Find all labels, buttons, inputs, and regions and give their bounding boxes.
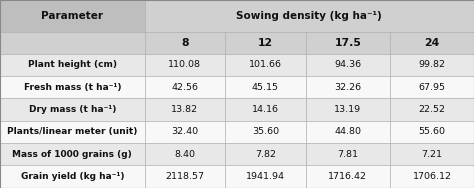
Bar (145, 98, 225, 121)
Text: 1706.12: 1706.12 (412, 172, 452, 181)
Bar (0, 98, 145, 121)
Text: 55.60: 55.60 (419, 127, 446, 136)
Bar (0, 0, 145, 32)
Bar (390, 98, 474, 121)
Bar (225, 32, 306, 54)
Bar (306, 76, 390, 98)
Text: 22.52: 22.52 (419, 105, 446, 114)
Bar (225, 121, 306, 143)
Text: Grain yield (kg ha⁻¹): Grain yield (kg ha⁻¹) (20, 172, 124, 181)
Text: 7.82: 7.82 (255, 150, 276, 159)
Bar (390, 165, 474, 188)
Bar (225, 54, 306, 76)
Text: Dry mass (t ha⁻¹): Dry mass (t ha⁻¹) (28, 105, 116, 114)
Bar (225, 76, 306, 98)
Text: Plants/linear meter (unit): Plants/linear meter (unit) (7, 127, 137, 136)
Bar (390, 143, 474, 165)
Text: 8.40: 8.40 (174, 150, 195, 159)
Bar (306, 143, 390, 165)
Bar (225, 143, 306, 165)
Bar (306, 165, 390, 188)
Text: 35.60: 35.60 (252, 127, 279, 136)
Text: 110.08: 110.08 (168, 60, 201, 69)
Text: 7.81: 7.81 (337, 150, 358, 159)
Text: 24: 24 (424, 38, 440, 48)
Text: 42.56: 42.56 (172, 83, 198, 92)
Text: Fresh mass (t ha⁻¹): Fresh mass (t ha⁻¹) (24, 83, 121, 92)
Bar (145, 54, 225, 76)
Text: 1941.94: 1941.94 (246, 172, 285, 181)
Text: 7.21: 7.21 (421, 150, 443, 159)
Bar (225, 98, 306, 121)
Bar (0, 76, 145, 98)
Text: 32.40: 32.40 (171, 127, 199, 136)
Bar (306, 98, 390, 121)
Text: 99.82: 99.82 (419, 60, 446, 69)
Text: 101.66: 101.66 (249, 60, 282, 69)
Bar (306, 121, 390, 143)
Text: 67.95: 67.95 (419, 83, 446, 92)
Bar (0, 165, 145, 188)
Bar (0, 121, 145, 143)
Bar (0, 143, 145, 165)
Text: Sowing density (kg ha⁻¹): Sowing density (kg ha⁻¹) (237, 11, 382, 21)
Bar (145, 76, 225, 98)
Text: 14.16: 14.16 (252, 105, 279, 114)
Text: 12: 12 (258, 38, 273, 48)
Text: 32.26: 32.26 (334, 83, 362, 92)
Bar (0, 32, 145, 54)
Text: Plant height (cm): Plant height (cm) (28, 60, 117, 69)
Bar (390, 121, 474, 143)
Bar (145, 0, 474, 32)
Text: 13.82: 13.82 (171, 105, 199, 114)
Bar (306, 54, 390, 76)
Text: 2118.57: 2118.57 (165, 172, 204, 181)
Text: 94.36: 94.36 (334, 60, 362, 69)
Text: 13.19: 13.19 (334, 105, 362, 114)
Bar (145, 165, 225, 188)
Bar (145, 32, 225, 54)
Bar (306, 32, 390, 54)
Text: Mass of 1000 grains (g): Mass of 1000 grains (g) (12, 150, 132, 159)
Bar (145, 121, 225, 143)
Bar (390, 32, 474, 54)
Text: 45.15: 45.15 (252, 83, 279, 92)
Bar (225, 165, 306, 188)
Bar (0, 54, 145, 76)
Bar (390, 76, 474, 98)
Bar (390, 54, 474, 76)
Bar (145, 143, 225, 165)
Text: 44.80: 44.80 (335, 127, 361, 136)
Text: Parameter: Parameter (41, 11, 103, 21)
Text: 17.5: 17.5 (335, 38, 361, 48)
Text: 1716.42: 1716.42 (328, 172, 367, 181)
Text: 8: 8 (181, 38, 189, 48)
